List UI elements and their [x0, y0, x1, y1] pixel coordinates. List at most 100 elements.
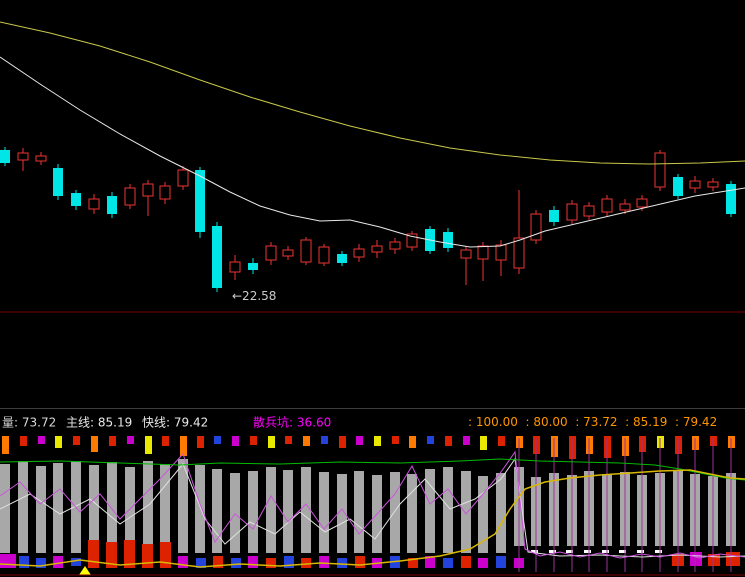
bottom-signal-block — [461, 556, 471, 568]
top-signal-bar — [162, 436, 169, 446]
candle-body — [513, 237, 525, 269]
volume-bar — [390, 472, 400, 553]
top-signal-bar — [427, 436, 434, 444]
candle-body — [726, 184, 736, 214]
volume-bar — [0, 464, 10, 553]
volume-bar — [478, 476, 488, 553]
top-signal-bar — [356, 436, 363, 445]
main-line-value-label: 主线: 85.19 — [66, 415, 133, 429]
volume-bar — [407, 474, 417, 553]
candle-body — [53, 168, 63, 196]
volume-bar — [230, 473, 240, 553]
bottom-signal-block — [178, 556, 188, 568]
candle-body — [406, 233, 418, 248]
bottom-signal-block — [106, 542, 117, 568]
volume-bar — [443, 467, 453, 553]
bottom-signal-block — [637, 550, 644, 553]
top-signal-bar — [480, 436, 487, 450]
top-signal-bar — [463, 436, 470, 445]
volume-bar — [53, 463, 63, 553]
volume-bar — [354, 471, 364, 553]
bottom-signal-block — [619, 550, 626, 553]
fast-ma-line — [0, 56, 745, 248]
candle-body — [443, 232, 453, 248]
candle-body — [389, 241, 401, 250]
bottom-signal-block — [584, 550, 591, 553]
bottom-signal-block — [266, 558, 276, 568]
candle-body — [495, 244, 507, 261]
candlestick-chart[interactable]: ←22.58 — [0, 0, 745, 408]
top-signal-bar — [127, 436, 134, 444]
candle-body — [124, 187, 136, 206]
volume-bar — [195, 465, 205, 553]
volume-bar — [337, 474, 347, 553]
bottom-signal-block — [248, 556, 258, 568]
top-signal-bar — [392, 436, 399, 444]
candle-body — [0, 150, 10, 163]
candle-body — [371, 245, 383, 253]
volume-bar — [143, 461, 153, 553]
candle-body — [707, 181, 719, 188]
indicator-panel[interactable] — [0, 434, 745, 577]
volume-bar — [160, 464, 170, 553]
bottom-signal-block — [478, 558, 488, 568]
bottom-signal-block — [337, 558, 347, 568]
indicator-chart-svg[interactable] — [0, 434, 745, 577]
volume-value-label: 量: 73.72 — [2, 415, 57, 429]
top-signal-bar — [109, 436, 116, 446]
candle-body — [177, 169, 189, 187]
top-signal-bar — [38, 436, 45, 444]
bottom-signal-block — [319, 556, 329, 568]
bottom-signal-block — [53, 556, 63, 568]
volume-bar — [266, 467, 276, 553]
top-signal-bar — [498, 436, 505, 446]
bottom-signal-block — [301, 558, 311, 568]
candle-body — [248, 263, 258, 270]
low-price-annotation: ←22.58 — [232, 289, 276, 303]
indicator-header-row: 量: 73.72 主线: 85.19 快线: 79.42 散兵坑: 36.60 … — [0, 408, 745, 434]
bottom-signal-block — [355, 556, 365, 568]
top-signal-bar — [445, 436, 452, 446]
bottom-signal-block — [496, 556, 506, 568]
fast-line-value-label: 快线: 79.42 — [142, 415, 209, 429]
volume-bar — [107, 462, 117, 553]
top-signal-bar — [268, 436, 275, 448]
volume-bar — [248, 471, 258, 553]
bottom-signal-block — [0, 554, 16, 568]
candle-body — [477, 245, 489, 260]
bottom-signal-block — [196, 558, 206, 568]
top-signal-bar — [339, 436, 346, 448]
volume-bar — [283, 470, 293, 553]
candle-body — [265, 245, 277, 261]
white-indicator-line — [0, 457, 745, 558]
candle-body — [71, 193, 81, 206]
candle-body — [673, 177, 683, 196]
bottom-signal-block — [284, 556, 294, 568]
candle-body — [282, 249, 294, 257]
top-signal-bar — [214, 436, 221, 444]
volume-bar — [461, 471, 471, 553]
volume-bar — [18, 461, 28, 553]
yellow-indicator-line — [0, 469, 745, 568]
candle-body — [300, 239, 312, 263]
candle-body — [88, 198, 100, 210]
candle-body — [35, 155, 47, 162]
candle-body — [583, 205, 595, 217]
top-signal-bar — [91, 436, 98, 452]
volume-bar — [36, 466, 46, 553]
top-signal-bar — [303, 436, 310, 446]
bottom-signal-block — [124, 540, 135, 568]
volume-bar — [319, 472, 329, 553]
candle-body — [530, 213, 542, 241]
candle-body — [601, 198, 613, 213]
top-signal-bar — [321, 436, 328, 444]
bottom-signal-block — [690, 552, 702, 566]
main-price-panel[interactable]: ←22.58 — [0, 0, 745, 408]
top-signal-bar — [285, 436, 292, 444]
bottom-signal-block — [655, 550, 662, 553]
bottom-signal-block — [36, 558, 46, 568]
volume-bar — [89, 465, 99, 553]
top-signal-bar — [145, 436, 152, 454]
candle-body — [636, 198, 648, 208]
volume-bar — [301, 467, 311, 553]
